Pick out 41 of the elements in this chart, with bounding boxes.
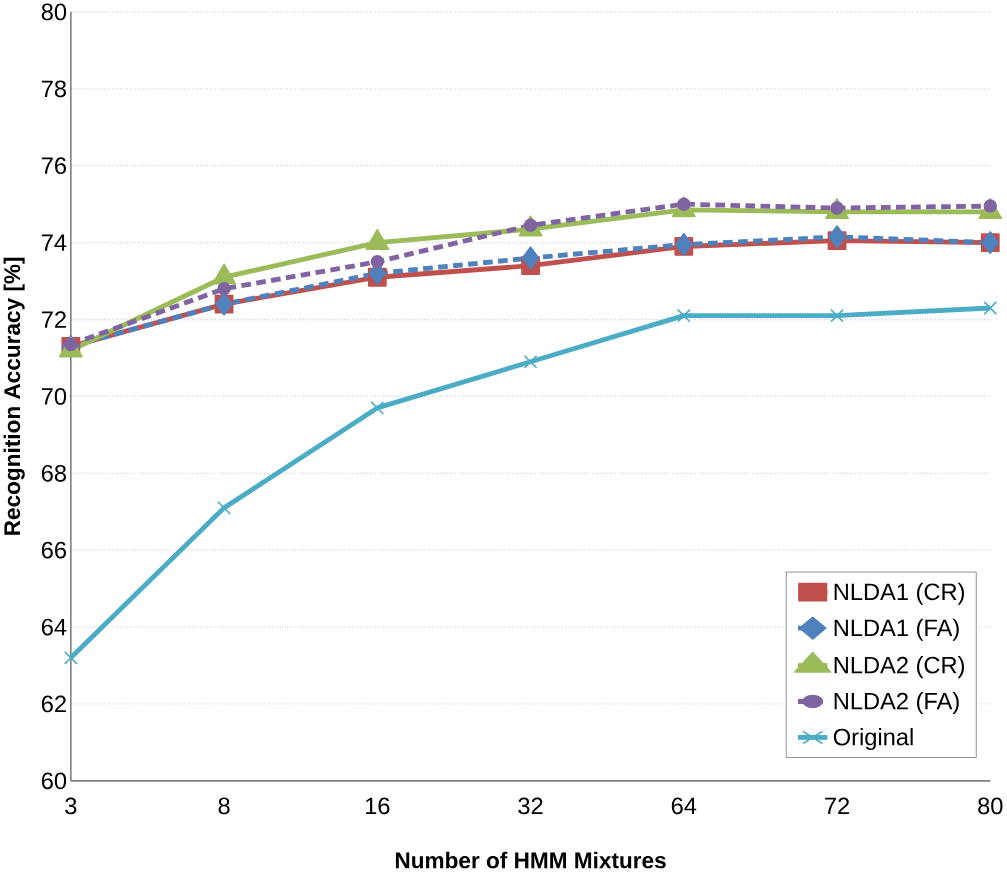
legend-label: Original — [833, 728, 913, 751]
x-tick-label: 32 — [518, 797, 543, 815]
x-tick-label: 16 — [365, 797, 390, 815]
legend-label: NLDA1 (CR) — [834, 582, 964, 605]
y-tick-label: 76 — [41, 157, 66, 175]
point — [830, 308, 844, 323]
y-tick-label: 74 — [41, 234, 67, 251]
point — [676, 308, 691, 323]
point — [64, 337, 78, 352]
point — [370, 401, 385, 415]
point — [523, 218, 538, 233]
point — [983, 199, 997, 213]
legend-label: NLDA2 (CR) — [834, 656, 964, 679]
y-axis-title: Recognition Accuracy [%] — [3, 257, 25, 535]
x-tick-label: 80 — [978, 797, 1003, 815]
point — [523, 354, 538, 369]
y-tick-label: 68 — [41, 464, 66, 482]
x-axis-title: Number of HMM Mixtures — [395, 851, 666, 869]
point — [677, 197, 691, 211]
y-tick-label: 62 — [41, 695, 66, 713]
point — [828, 225, 846, 249]
x-tick-label: 64 — [671, 797, 697, 815]
y-tick-label: 66 — [41, 541, 66, 559]
x-tick-label: 72 — [825, 797, 849, 815]
y-tick-label: 64 — [41, 618, 67, 636]
y-tick-label: 72 — [41, 311, 66, 328]
point — [674, 232, 693, 257]
legend-label: NLDA2 (FA) — [834, 692, 959, 715]
legend-label: NLDA1 (FA) — [834, 618, 959, 641]
point — [63, 650, 78, 665]
y-tick-label: 78 — [41, 80, 66, 98]
point — [217, 282, 231, 296]
y-tick-label: 80 — [41, 3, 67, 21]
point — [830, 201, 844, 215]
point — [983, 301, 998, 315]
x-tick-label: 3 — [65, 797, 77, 815]
point — [521, 246, 540, 270]
point — [370, 255, 385, 269]
y-tick-label: 70 — [41, 388, 67, 405]
y-tick-label: 60 — [41, 772, 67, 790]
x-tick-label: 8 — [218, 797, 230, 815]
